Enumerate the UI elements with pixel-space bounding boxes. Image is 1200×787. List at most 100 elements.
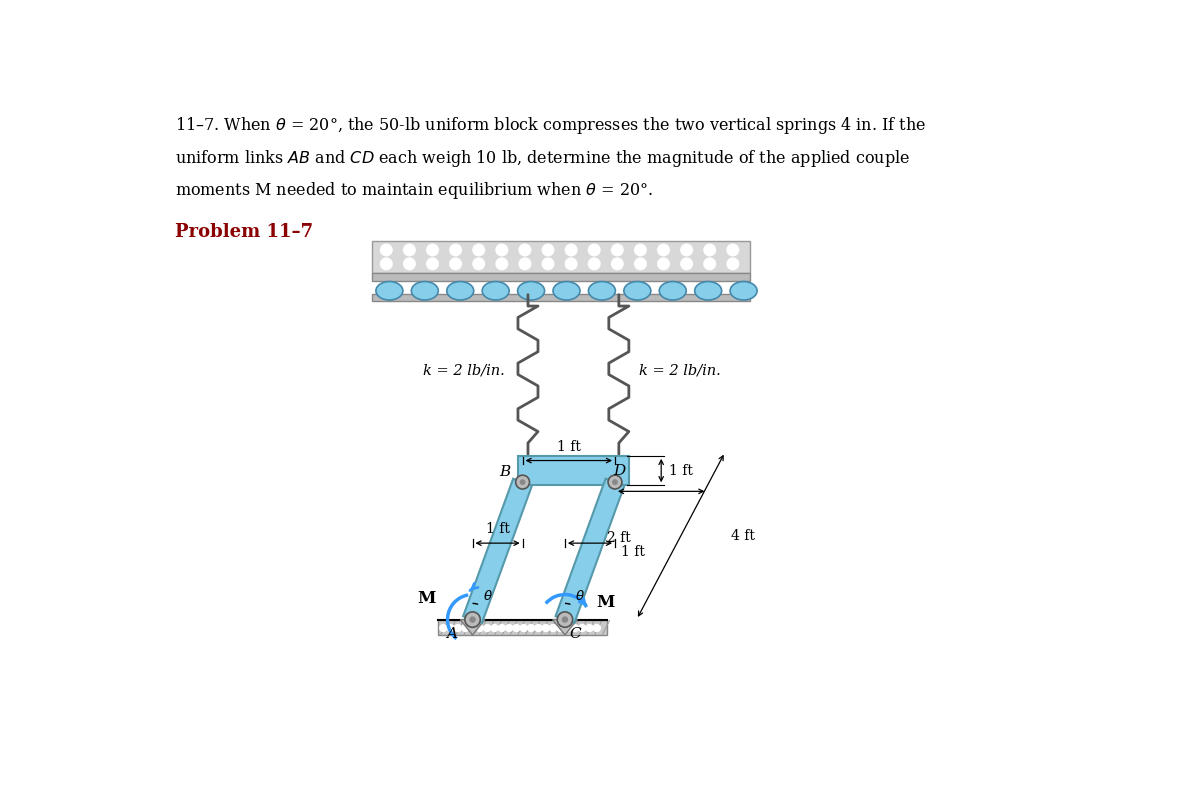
Circle shape <box>608 475 622 489</box>
Circle shape <box>535 625 542 631</box>
Circle shape <box>380 258 392 270</box>
Circle shape <box>658 258 670 270</box>
Circle shape <box>612 258 623 270</box>
Circle shape <box>586 625 593 631</box>
Circle shape <box>704 258 715 270</box>
Circle shape <box>448 625 454 631</box>
Circle shape <box>658 244 670 256</box>
Circle shape <box>680 258 692 270</box>
Circle shape <box>594 625 600 631</box>
Text: 11–7. When $\theta$ = 20°, the 50-lb uniform block compresses the two vertical s: 11–7. When $\theta$ = 20°, the 50-lb uni… <box>174 115 925 136</box>
Text: M: M <box>418 589 436 607</box>
Bar <box>372 241 750 273</box>
Ellipse shape <box>659 282 686 300</box>
Text: 1 ft: 1 ft <box>668 464 692 478</box>
Circle shape <box>578 625 586 631</box>
Circle shape <box>462 625 469 631</box>
Circle shape <box>704 244 715 256</box>
Circle shape <box>427 258 438 270</box>
Circle shape <box>440 625 446 631</box>
Circle shape <box>635 244 646 256</box>
Ellipse shape <box>730 282 757 300</box>
Bar <box>438 619 607 635</box>
Circle shape <box>505 625 512 631</box>
Polygon shape <box>556 478 624 623</box>
Circle shape <box>564 625 571 631</box>
Text: A: A <box>446 627 457 641</box>
Text: moments M needed to maintain equilibrium when $\theta$ = 20°.: moments M needed to maintain equilibrium… <box>174 180 653 201</box>
Polygon shape <box>463 478 532 623</box>
Circle shape <box>469 625 476 631</box>
Circle shape <box>612 244 623 256</box>
Circle shape <box>528 625 534 631</box>
Ellipse shape <box>553 282 580 300</box>
Circle shape <box>464 611 480 627</box>
Circle shape <box>450 244 461 256</box>
Text: k = 2 lb/in.: k = 2 lb/in. <box>638 364 721 378</box>
Circle shape <box>520 479 526 485</box>
Circle shape <box>491 625 498 631</box>
Text: $\theta$: $\theta$ <box>575 589 584 603</box>
Circle shape <box>550 625 557 631</box>
Circle shape <box>588 244 600 256</box>
Polygon shape <box>553 619 577 635</box>
Circle shape <box>542 258 553 270</box>
Circle shape <box>473 244 485 256</box>
Text: M: M <box>596 594 614 611</box>
Text: Problem 11–7: Problem 11–7 <box>174 223 313 241</box>
Circle shape <box>521 625 527 631</box>
Text: 1 ft: 1 ft <box>622 545 646 560</box>
Text: 2 ft: 2 ft <box>607 530 631 545</box>
Circle shape <box>516 475 529 489</box>
Circle shape <box>473 258 485 270</box>
Circle shape <box>520 244 530 256</box>
Text: B: B <box>499 465 510 479</box>
Circle shape <box>565 258 577 270</box>
Circle shape <box>727 244 738 256</box>
Circle shape <box>557 611 572 627</box>
Bar <box>372 294 750 301</box>
Circle shape <box>680 244 692 256</box>
Circle shape <box>565 244 577 256</box>
Text: D: D <box>613 464 625 478</box>
Circle shape <box>727 258 738 270</box>
Circle shape <box>542 244 553 256</box>
Ellipse shape <box>517 282 545 300</box>
Ellipse shape <box>446 282 474 300</box>
Circle shape <box>496 244 508 256</box>
Circle shape <box>612 479 618 485</box>
Circle shape <box>450 258 461 270</box>
Ellipse shape <box>624 282 650 300</box>
Ellipse shape <box>376 282 403 300</box>
Ellipse shape <box>482 282 509 300</box>
Ellipse shape <box>412 282 438 300</box>
Circle shape <box>380 244 392 256</box>
Circle shape <box>512 625 520 631</box>
Circle shape <box>498 625 505 631</box>
Circle shape <box>588 258 600 270</box>
Circle shape <box>484 625 491 631</box>
Text: k = 2 lb/in.: k = 2 lb/in. <box>424 364 505 378</box>
Circle shape <box>635 258 646 270</box>
Circle shape <box>403 244 415 256</box>
Text: 4 ft: 4 ft <box>731 529 755 543</box>
Circle shape <box>496 258 508 270</box>
Circle shape <box>542 625 550 631</box>
Circle shape <box>571 625 578 631</box>
Circle shape <box>520 258 530 270</box>
Circle shape <box>455 625 461 631</box>
Circle shape <box>476 625 484 631</box>
Bar <box>372 273 750 281</box>
Polygon shape <box>461 619 485 635</box>
Circle shape <box>557 625 564 631</box>
Ellipse shape <box>695 282 721 300</box>
Text: uniform links $AB$ and $CD$ each weigh 10 lb, determine the magnitude of the app: uniform links $AB$ and $CD$ each weigh 1… <box>174 148 910 168</box>
Text: 1 ft: 1 ft <box>557 440 581 453</box>
Text: C: C <box>570 627 581 641</box>
Circle shape <box>469 616 475 623</box>
Circle shape <box>403 258 415 270</box>
Ellipse shape <box>588 282 616 300</box>
Text: $\theta$: $\theta$ <box>482 589 492 603</box>
Bar <box>518 456 629 485</box>
Circle shape <box>427 244 438 256</box>
